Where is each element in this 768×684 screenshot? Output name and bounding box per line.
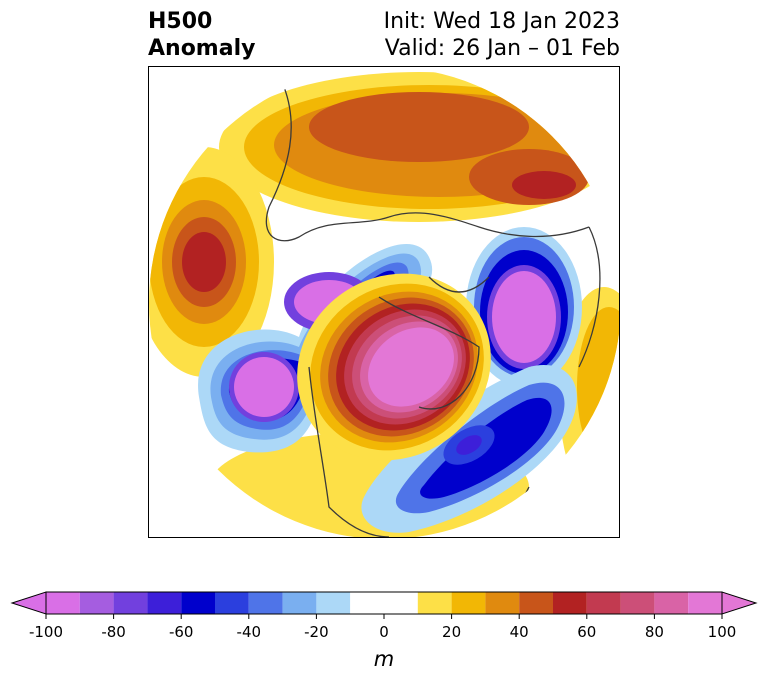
coastlines (265, 86, 601, 537)
colorbar-tick-label: -100 (29, 623, 63, 641)
colorbar-tick-label: 20 (442, 623, 461, 641)
anomaly-contours (149, 72, 619, 537)
colorbar-segment (485, 592, 520, 614)
title-type: Anomaly (148, 36, 256, 61)
plot-title-right: Init: Wed 18 Jan 2023 Valid: 26 Jan – 01… (384, 8, 620, 62)
colorbar-segment (248, 592, 283, 614)
colorbar-segment (451, 592, 486, 614)
colorbar-tick-label: -80 (101, 623, 126, 641)
trough-atlantic (361, 365, 577, 533)
colorbar-tick-label: 80 (645, 623, 664, 641)
colorbar-segment (79, 592, 114, 614)
colorbar-segment (316, 592, 351, 614)
colorbar-tick-label: 40 (510, 623, 529, 641)
anomaly-map-canvas (149, 72, 619, 537)
colorbar-unit: m (374, 647, 394, 671)
colorbar-tick-label: -20 (304, 623, 329, 641)
colorbar-segment (553, 592, 587, 614)
colorbar-tick-label: -60 (169, 623, 194, 641)
colorbar-segment (417, 592, 452, 614)
colorbar-segment (620, 592, 655, 614)
colorbar-extend-under (10, 591, 47, 615)
colorbar-segment (147, 592, 182, 614)
colorbar-segment (215, 592, 249, 614)
colorbar-segment (688, 592, 722, 614)
anomaly-map (148, 66, 620, 538)
colorbar-tick-label: 60 (577, 623, 596, 641)
colorbar: -100 -80 -60 -40 -20 0 20 40 60 80 100 m (0, 580, 768, 680)
ridge-pacific (149, 147, 274, 377)
colorbar-segment (282, 592, 317, 614)
title-variable: H500 (148, 9, 213, 34)
colorbar-segment (654, 592, 689, 614)
colorbar-tick-label: -40 (237, 623, 262, 641)
plot-title-left: H500 Anomaly (148, 8, 255, 62)
colorbar-tick-label: 100 (708, 623, 737, 641)
title-valid: Valid: 26 Jan – 01 Feb (384, 36, 620, 61)
colorbar-segment (586, 592, 621, 614)
colorbar-segment (181, 592, 215, 614)
colorbar-segment (46, 592, 80, 614)
colorbar-segment (519, 592, 553, 614)
colorbar-graphic: -100 -80 -60 -40 -20 0 20 40 60 80 100 m (10, 591, 758, 671)
trough-scandinavia (466, 227, 582, 387)
colorbar-segment (113, 592, 148, 614)
ridge-greenland (297, 273, 491, 461)
title-init: Init: Wed 18 Jan 2023 (383, 9, 620, 34)
ridge-asia (219, 72, 619, 222)
colorbar-segment (350, 592, 418, 614)
colorbar-tick-label: 0 (379, 623, 389, 641)
colorbar-extend-over (721, 591, 758, 615)
